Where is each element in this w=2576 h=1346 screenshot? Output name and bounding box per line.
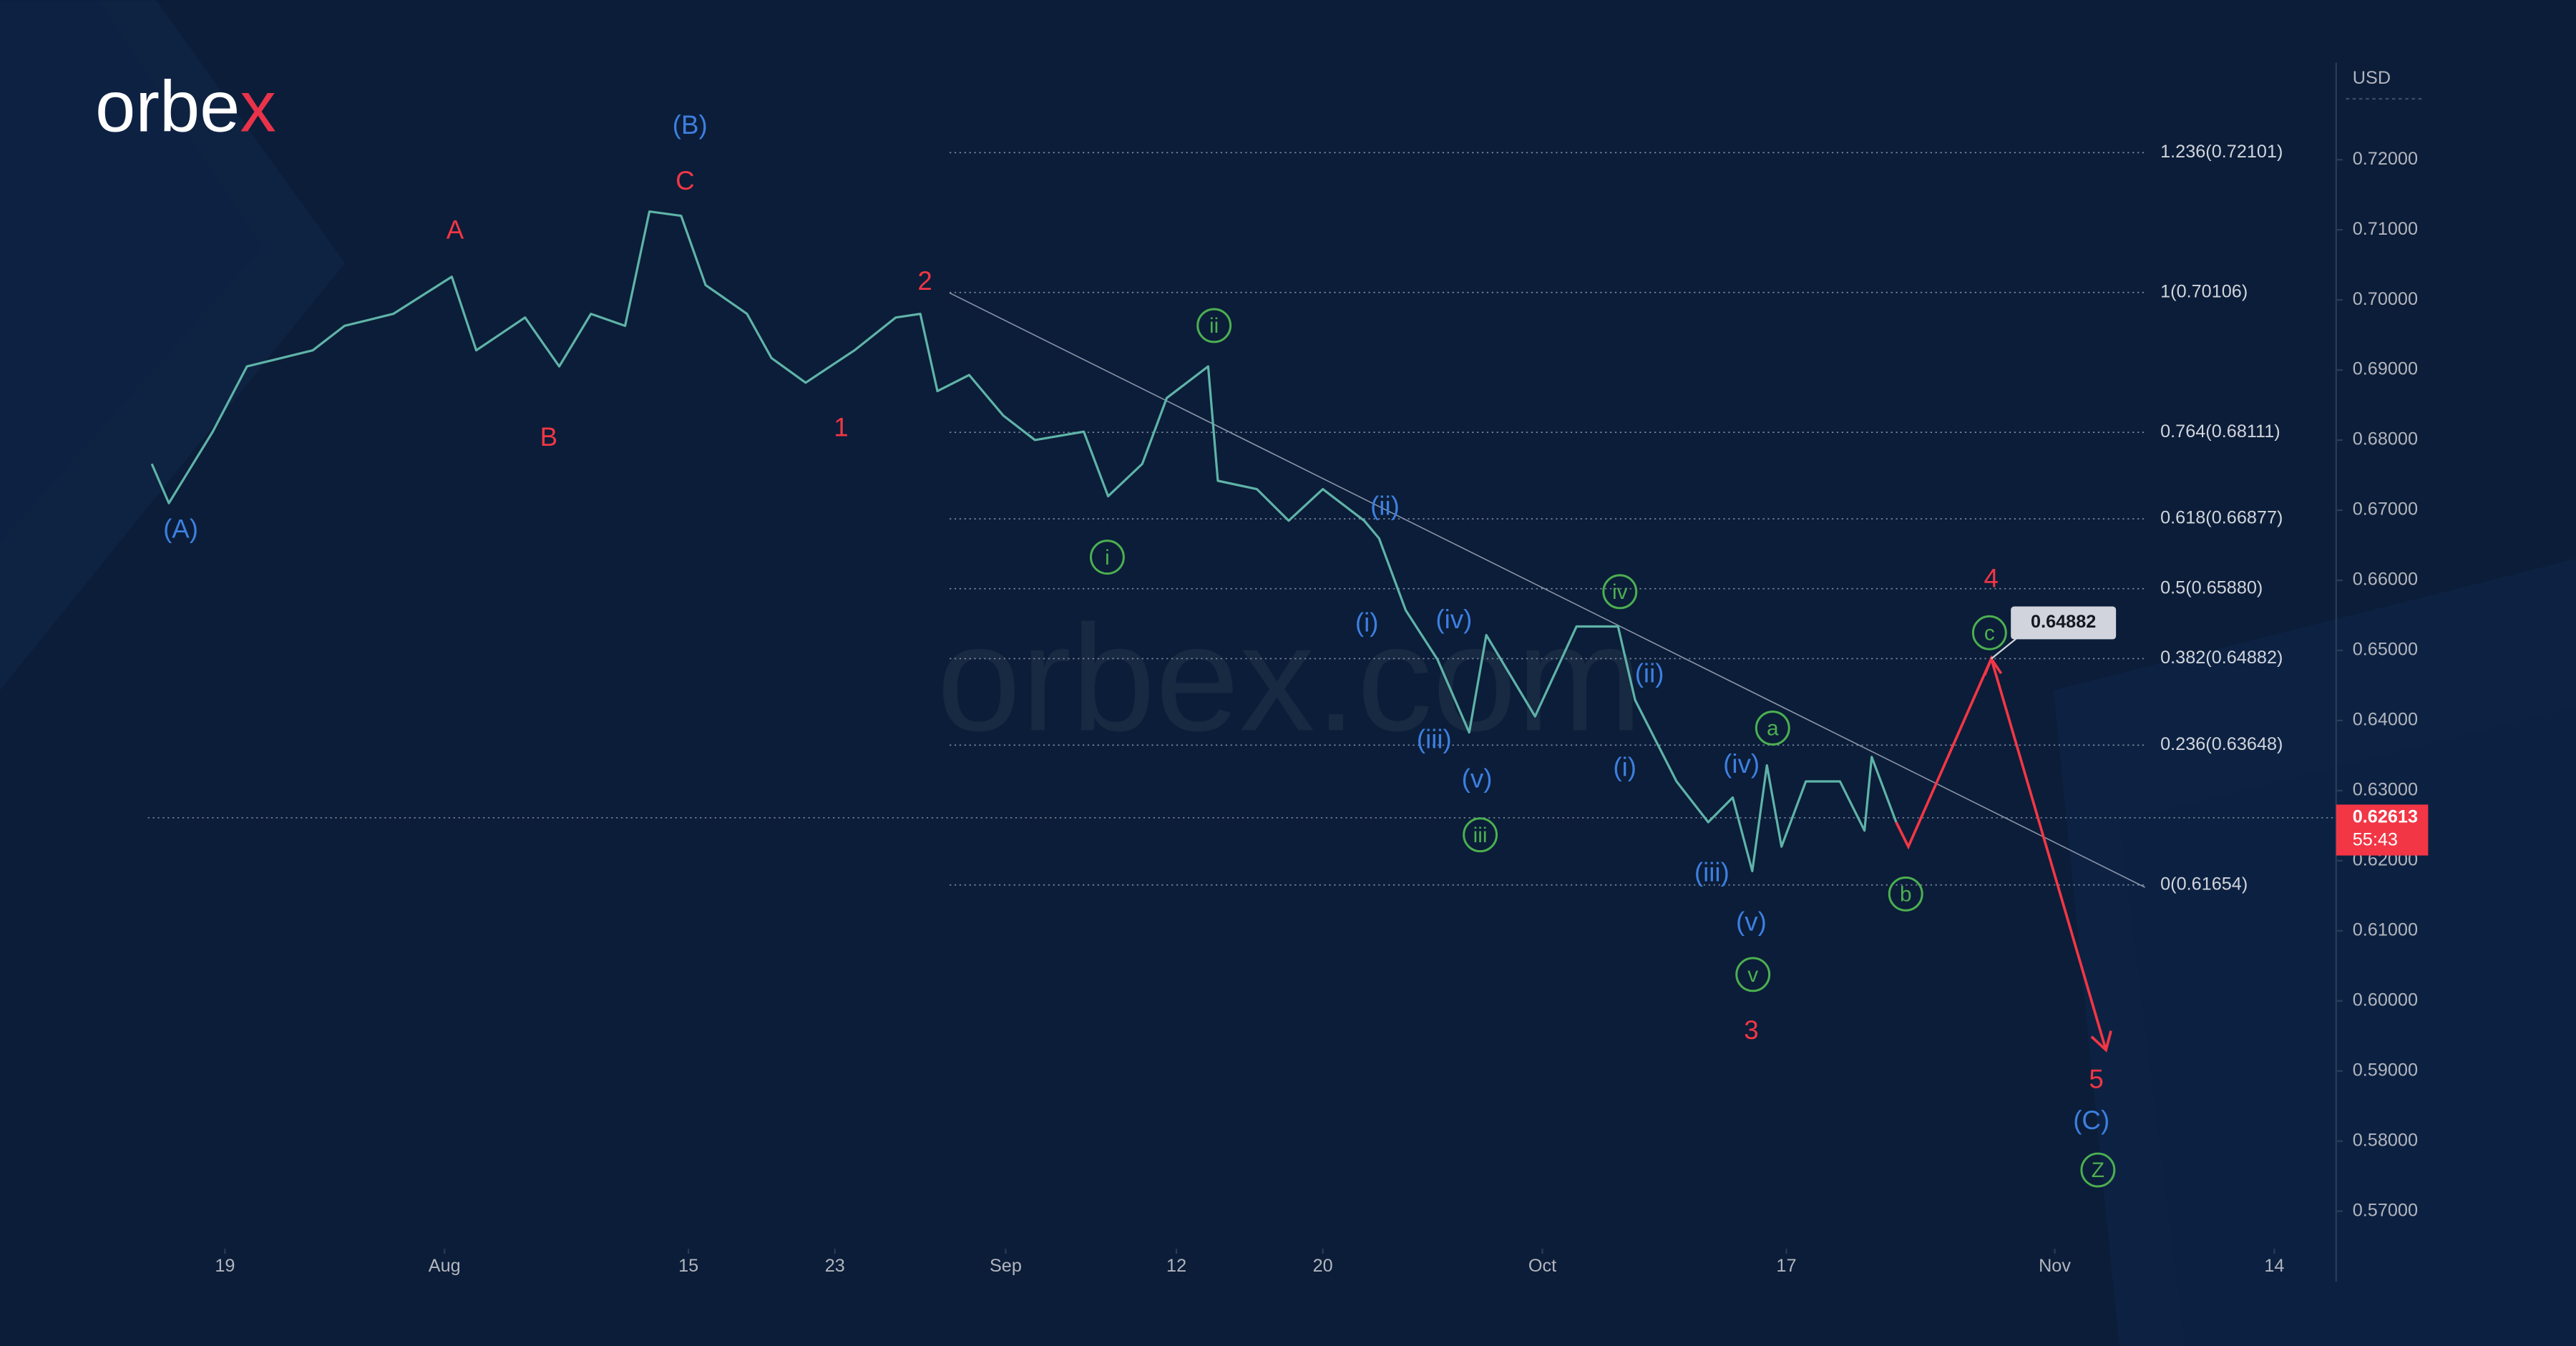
x-tick-label: Aug [429,1256,461,1276]
fib-label: 0.5(0.65880) [2160,577,2263,598]
x-tick-label: 14 [2264,1256,2284,1276]
y-tick-label: 0.61000 [2353,920,2418,940]
y-tick-label: 0.71000 [2353,219,2418,239]
wave-label: a [1767,717,1779,741]
y-tick-label: 0.64000 [2353,710,2418,730]
fib-label: 0(0.61654) [2160,874,2248,894]
x-tick-label: Oct [1528,1256,1556,1276]
x-tick-label: 19 [215,1256,235,1276]
wave-label: b [1900,882,1912,906]
wave-circle [1196,308,1232,343]
wave-label: (ii) [1635,659,1664,688]
projection [1895,655,2107,1050]
currency: USD [2353,68,2391,88]
wave-label: (iii) [1417,724,1452,754]
wave-label: (iv) [1435,605,1472,634]
y-tick-label: 0.57000 [2353,1200,2418,1220]
fib-label: 0.618(0.66877) [2160,508,2283,528]
x-tick-label: 20 [1313,1256,1333,1276]
x-tick-label: 15 [678,1256,698,1276]
wave-label: (A) [163,514,198,544]
wave-circle [1888,876,1923,912]
x-tick-label: Nov [2039,1256,2071,1276]
fib-label: 0.236(0.63648) [2160,734,2283,754]
wave-circle [1089,540,1125,575]
logo-accent: x [240,67,276,147]
last-price-badge [2336,804,2429,856]
wave-circle [1735,957,1771,993]
y-tick-label: 0.68000 [2353,429,2418,449]
y-tick-label: 0.65000 [2353,640,2418,660]
projection-arrowhead [2090,1030,2112,1053]
fib-label: 1(0.70106) [2160,281,2248,301]
countdown: 55:43 [2353,830,2398,850]
y-tick-label: 0.70000 [2353,289,2418,309]
wave-label: C [675,166,695,195]
wave-label: c [1984,621,1995,645]
wave-label: iv [1612,580,1628,604]
last-price-label: 0.62613 [2353,806,2418,826]
wave-label: ii [1209,314,1219,338]
y-tick-label: 0.59000 [2353,1060,2418,1080]
y-tick-label: 0.58000 [2353,1130,2418,1150]
wave-circle [1602,574,1638,610]
wave-label: v [1747,963,1758,987]
wave-label: (i) [1613,753,1636,782]
y-tick-label: 0.69000 [2353,359,2418,379]
wave-label: 4 [1984,563,1998,592]
wave-label: 5 [2089,1065,2103,1094]
x-tick-label: Sep [990,1256,1022,1276]
wave-label: B [540,422,558,452]
wave-label: (iv) [1723,749,1760,779]
wave-label: 3 [1744,1015,1758,1045]
target-box [2011,606,2117,640]
y-tick-label: 0.66000 [2353,570,2418,590]
wave-label: (B) [673,110,708,140]
wave-label: A [447,215,464,245]
projection-arrowhead [1983,655,2003,676]
wave-circle [2080,1152,2116,1188]
wave-label: (ii) [1370,491,1400,520]
y-tick-label: 0.72000 [2353,149,2418,169]
trendline [949,292,2146,888]
target-label: 0.64882 [2031,612,2096,632]
wave-circle [1755,710,1790,746]
wave-circle [1463,817,1498,853]
y-tick-label: 0.60000 [2353,990,2418,1010]
wave-label: i [1105,546,1110,570]
fib-label: 0.382(0.64882) [2160,648,2283,668]
watermark: orbex.com [937,593,1642,762]
wave-label: (v) [1462,764,1493,794]
y-tick-label: 0.67000 [2353,499,2418,520]
x-tick-label: 12 [1166,1256,1186,1276]
logo-text: orbe [95,67,240,147]
wave-label: iii [1473,824,1488,847]
wave-circle [1971,615,2007,650]
fib-label: 0.764(0.68111) [2160,421,2280,442]
wave-label: (C) [2073,1106,2109,1135]
wave-label: 1 [834,412,848,442]
target-pointer [1991,637,2019,660]
wave-label: (i) [1355,608,1379,637]
fib-label: 1.236(0.72101) [2160,142,2283,162]
price-line [150,210,1898,872]
wave-label: (iii) [1694,857,1729,887]
wave-label: 2 [917,266,932,296]
bg-shape [0,0,263,542]
wave-label: Z [2092,1159,2104,1182]
x-tick-label: 23 [825,1256,845,1276]
logo: orbex [95,67,276,147]
x-tick-label: 17 [1776,1256,1796,1276]
y-tick-label: 0.63000 [2353,780,2418,800]
wave-label: (v) [1736,907,1767,936]
bg-shape [2119,706,2576,1346]
